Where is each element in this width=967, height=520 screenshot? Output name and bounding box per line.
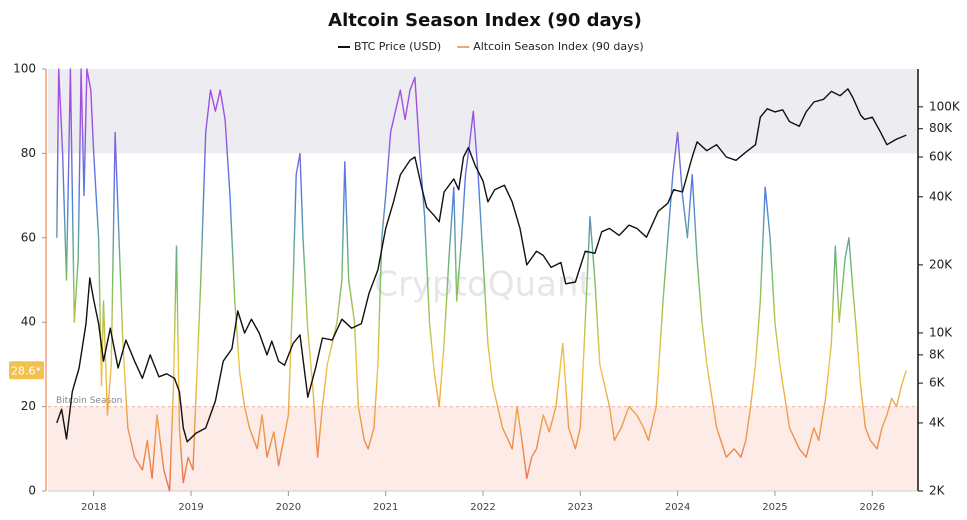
y-tick-label: 60 xyxy=(21,230,36,244)
y2-tick-label: 40K xyxy=(929,189,953,203)
legend-label: Altcoin Season Index (90 days) xyxy=(473,40,643,53)
y2-tick-label: 20K xyxy=(929,257,953,271)
y2-tick-label: 10K xyxy=(929,325,953,339)
y2-tick-label: 80K xyxy=(929,121,953,135)
band xyxy=(48,406,918,491)
chart-title: Altcoin Season Index (90 days) xyxy=(328,10,642,31)
x-tick-label: 2026 xyxy=(860,502,885,513)
y2-tick-label: 6K xyxy=(929,376,946,390)
x-tick-label: 2024 xyxy=(665,502,690,513)
y2-tick-label: 100K xyxy=(929,99,961,113)
y2-tick-label: 4K xyxy=(929,415,946,429)
legend-label: BTC Price (USD) xyxy=(354,40,441,53)
y-tick-label: 20 xyxy=(21,399,36,413)
x-tick-label: 2022 xyxy=(470,502,495,513)
y-tick-label: 100 xyxy=(13,62,36,76)
current-marker-label: 28.6* xyxy=(11,364,41,377)
y-tick-label: 0 xyxy=(28,484,36,498)
x-tick-label: 2023 xyxy=(568,502,593,513)
x-tick-label: 2020 xyxy=(276,502,301,513)
x-tick-label: 2025 xyxy=(762,502,787,513)
series-line xyxy=(56,68,907,492)
series-line xyxy=(56,88,907,443)
band-label: Bitcoin Season xyxy=(56,396,122,406)
x-tick-label: 2021 xyxy=(373,502,398,513)
x-tick-label: 2019 xyxy=(178,502,203,513)
y-tick-label: 40 xyxy=(21,315,36,329)
band xyxy=(48,69,918,154)
x-tick-label: 2018 xyxy=(81,502,106,513)
y-tick-label: 80 xyxy=(21,146,36,160)
y2-tick-label: 60K xyxy=(929,149,953,163)
y2-tick-label: 2K xyxy=(929,484,946,498)
y2-tick-label: 8K xyxy=(929,347,946,361)
current-marker xyxy=(9,361,44,380)
watermark: CryptoQuant xyxy=(374,265,592,305)
